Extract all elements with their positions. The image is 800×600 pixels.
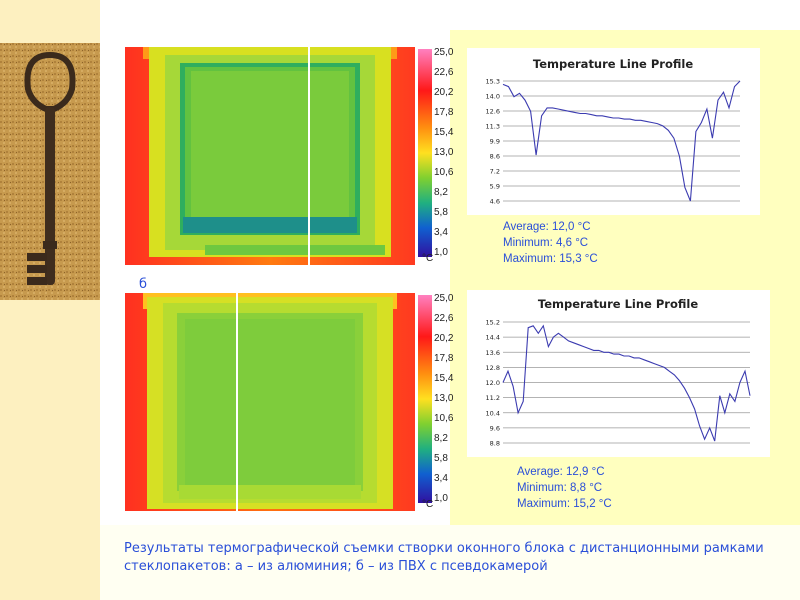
- scale-tick: 20,2: [434, 333, 454, 344]
- profile-line-marker-b: [236, 293, 238, 511]
- profile-chart-b: Temperature Line Profile 15.2 14.4 13.6 12.…: [486, 297, 751, 448]
- stat-maximum: Maximum: 15,3 °C: [503, 253, 598, 265]
- profile-chart-a: Temperature Line Profile 15.3 14.0 12.6 11.…: [486, 57, 741, 206]
- stat-minimum: Minimum: 4,6 °C: [503, 237, 589, 249]
- y-tick-label: 12.0: [486, 379, 500, 387]
- y-tick-label: 10.4: [486, 409, 500, 417]
- scale-tick: 25,0: [434, 293, 454, 304]
- stat-average: Average: 12,9 °C: [517, 466, 605, 478]
- profile-line-marker-a: [308, 47, 310, 265]
- scale-tick: 13,0: [434, 147, 454, 158]
- scale-tick: 15,4: [434, 127, 454, 138]
- y-tick-label: 12.6: [486, 108, 500, 116]
- y-tick-label: 8.6: [490, 153, 500, 161]
- stat-average: Average: 12,0 °C: [503, 221, 591, 233]
- scale-tick: 17,8: [434, 107, 454, 118]
- color-scale-ticks-a: 25,0 22,6 20,2 17,8 15,4 13,0 10,6 8,2 5…: [434, 47, 464, 261]
- profile-title: Temperature Line Profile: [538, 297, 698, 311]
- color-scale-ticks-b: 25,0 22,6 20,2 17,8 15,4 13,0 10,6 8,2 5…: [434, 293, 464, 507]
- y-tick-label: 4.6: [490, 198, 500, 206]
- scale-tick: 20,2: [434, 87, 454, 98]
- stats-b: Average: 12,9 °C Minimum: 8,8 °C Maximum…: [517, 464, 612, 512]
- scale-tick: 8,2: [434, 187, 448, 198]
- y-tick-label: 15.3: [486, 78, 500, 86]
- thermogram-a: [125, 47, 415, 265]
- y-tick-label: 9.6: [490, 424, 500, 432]
- scale-tick: 5,8: [434, 207, 448, 218]
- y-tick-label: 9.9: [490, 138, 500, 146]
- y-tick-label: 14.4: [486, 334, 500, 342]
- stat-minimum: Minimum: 8,8 °C: [517, 482, 603, 494]
- scale-tick: 10,6: [434, 413, 454, 424]
- y-tick-label: 5.9: [490, 183, 500, 191]
- scale-tick: 13,0: [434, 393, 454, 404]
- stat-maximum: Maximum: 15,2 °C: [517, 498, 612, 510]
- temperature-profile-line: [502, 324, 751, 442]
- profile-title: Temperature Line Profile: [533, 57, 693, 71]
- scale-tick: 8,2: [434, 433, 448, 444]
- scale-tick: 3,4: [434, 227, 448, 238]
- y-tick-label: 14.0: [486, 93, 500, 101]
- scale-tick: 25,0: [434, 47, 454, 58]
- label-b: б: [139, 277, 148, 292]
- y-tick-label: 12.8: [486, 364, 500, 372]
- scale-tick: 10,6: [434, 167, 454, 178]
- scale-unit-a: °C: [422, 253, 434, 264]
- scale-tick: 22,6: [434, 313, 454, 324]
- scale-tick: 3,4: [434, 473, 448, 484]
- y-tick-label: 11.3: [486, 123, 500, 131]
- scale-tick: 1,0: [434, 493, 448, 504]
- scale-tick: 15,4: [434, 373, 454, 384]
- profile-panel-b: Temperature Line Profile 15.2 14.4 13.6 12.…: [467, 290, 770, 457]
- y-tick-label: 11.2: [486, 394, 500, 402]
- color-scale-bar-a: [418, 49, 432, 257]
- stats-a: Average: 12,0 °C Minimum: 4,6 °C Maximum…: [503, 219, 598, 267]
- scale-tick: 5,8: [434, 453, 448, 464]
- thermogram-b: [125, 293, 415, 511]
- scale-tick: 22,6: [434, 67, 454, 78]
- caption-band: [100, 525, 800, 600]
- color-scale-bar-b: [418, 295, 432, 503]
- scale-unit-b: °C: [422, 499, 434, 510]
- y-tick-label: 13.6: [486, 349, 500, 357]
- y-tick-label: 15.2: [486, 319, 500, 327]
- temperature-profile-line: [502, 80, 741, 202]
- scale-tick: 1,0: [434, 247, 448, 258]
- profile-panel-a: Temperature Line Profile 15.3 14.0 12.6 11.…: [467, 48, 760, 215]
- figure-caption: Результаты термографической съемки створ…: [124, 541, 764, 574]
- scale-tick: 17,8: [434, 353, 454, 364]
- y-tick-label: 8.8: [490, 440, 500, 448]
- antique-key-photo: [0, 43, 100, 300]
- y-tick-label: 7.2: [490, 168, 500, 176]
